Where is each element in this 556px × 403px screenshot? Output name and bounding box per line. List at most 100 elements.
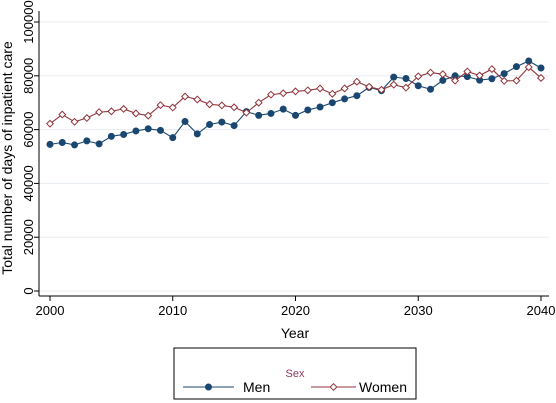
point-women-2013 (205, 100, 214, 109)
point-women-2012 (193, 95, 202, 104)
point-men-2018 (267, 109, 275, 117)
x-tick-label-2020: 2020 (281, 303, 310, 318)
y-axis-title: Total number of days of inpatient care (0, 41, 15, 275)
legend: Sex Men Women (173, 347, 417, 400)
point-women-2038 (512, 76, 521, 85)
point-men-2000 (46, 140, 54, 148)
point-men-2040 (537, 64, 545, 72)
point-women-2008 (144, 111, 153, 120)
point-men-2020 (291, 111, 299, 119)
point-women-2021 (303, 86, 312, 95)
legend-box (173, 347, 417, 400)
x-tick-label-2010: 2010 (158, 303, 187, 318)
y-tick-label-0: 0 (21, 287, 36, 294)
point-men-2014 (218, 118, 226, 126)
point-men-2031 (427, 85, 435, 93)
point-men-2011 (181, 118, 189, 126)
point-women-2029 (401, 83, 410, 92)
point-men-2015 (230, 122, 238, 130)
point-men-2023 (328, 99, 336, 107)
point-men-2017 (255, 111, 263, 119)
point-women-2025 (352, 77, 361, 86)
point-men-2037 (500, 70, 508, 78)
grid-layer (39, 21, 549, 292)
y-tick-label-100000: 100000 (21, 0, 36, 43)
point-men-2028 (390, 73, 398, 81)
x-tick-label-2000: 2000 (36, 303, 65, 318)
point-women-2030 (414, 72, 423, 81)
point-women-2020 (291, 87, 300, 96)
point-men-2012 (193, 130, 201, 138)
point-women-2010 (168, 103, 177, 112)
point-women-2026 (365, 82, 374, 91)
y-tick-label-60000: 60000 (21, 112, 36, 148)
point-women-2001 (58, 110, 67, 119)
point-men-2002 (71, 141, 79, 149)
point-men-2008 (144, 125, 152, 133)
point-women-2024 (340, 84, 349, 93)
point-women-2027 (377, 85, 386, 94)
y-tick-label-80000: 80000 (21, 58, 36, 94)
point-men-2010 (169, 134, 177, 142)
point-women-2000 (45, 119, 55, 128)
point-women-2004 (95, 108, 104, 117)
point-women-2019 (279, 89, 288, 98)
point-men-2022 (316, 103, 324, 111)
point-men-2009 (156, 126, 164, 134)
point-women-2033 (451, 76, 460, 85)
point-men-2005 (107, 132, 115, 140)
point-men-2006 (120, 130, 128, 138)
point-women-2039 (524, 63, 533, 72)
point-men-2024 (341, 95, 349, 103)
point-women-2034 (463, 67, 472, 76)
x-tick-label-2040: 2040 (527, 303, 556, 318)
y-tick-label-20000: 20000 (21, 219, 36, 255)
point-men-2013 (206, 120, 214, 128)
x-axis-title: Year (281, 325, 310, 341)
point-men-2038 (512, 63, 520, 71)
point-women-2036 (487, 65, 496, 74)
point-men-2036 (488, 75, 496, 83)
point-women-2028 (389, 80, 398, 89)
point-women-2011 (181, 92, 190, 101)
point-women-2009 (156, 101, 165, 110)
point-women-2003 (82, 114, 91, 123)
point-men-2001 (58, 139, 66, 147)
legend-label-women: Women (359, 379, 407, 395)
point-men-2004 (95, 140, 103, 148)
point-women-2016 (242, 108, 251, 117)
point-women-2017 (254, 98, 263, 107)
point-women-2007 (131, 109, 140, 118)
point-women-2006 (119, 104, 128, 113)
axis-layer: 0 20000 40000 60000 80000 100000 2000 2010 2020 2… (21, 0, 555, 318)
point-women-2037 (500, 76, 509, 85)
point-women-2015 (230, 103, 239, 112)
legend-marker-women (329, 382, 338, 392)
point-men-2007 (132, 127, 140, 135)
point-women-2002 (70, 117, 79, 126)
point-men-2003 (83, 137, 91, 145)
point-men-2021 (304, 106, 312, 114)
point-women-2022 (316, 84, 325, 93)
point-women-2023 (328, 89, 337, 98)
point-men-2019 (279, 105, 287, 113)
point-women-2018 (266, 90, 275, 99)
point-women-2040 (536, 73, 546, 82)
legend-title: Sex (286, 368, 305, 380)
point-women-2005 (107, 107, 116, 116)
legend-label-men: Men (243, 379, 270, 395)
point-women-2035 (475, 71, 484, 80)
point-women-2014 (217, 101, 226, 110)
legend-marker-men (205, 383, 213, 391)
point-men-2029 (402, 74, 410, 82)
point-men-2030 (414, 82, 422, 90)
series-layer (45, 57, 546, 149)
point-women-2031 (426, 68, 435, 77)
y-tick-label-40000: 40000 (21, 165, 36, 201)
x-tick-label-2030: 2030 (404, 303, 433, 318)
point-men-2025 (353, 92, 361, 100)
point-women-2032 (438, 70, 447, 79)
